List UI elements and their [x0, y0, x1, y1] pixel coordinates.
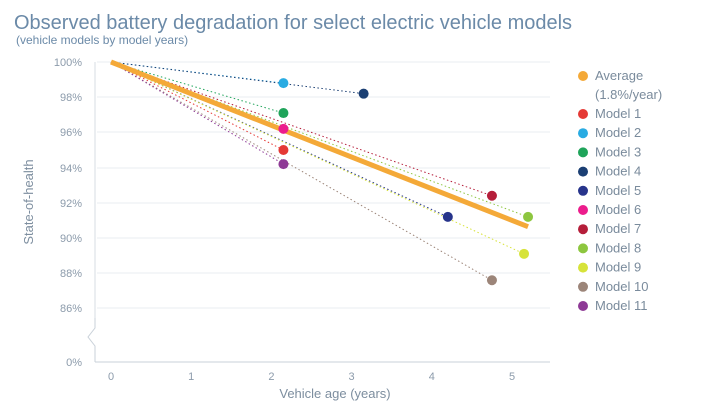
legend-label: Model 8: [595, 240, 641, 255]
x-tick-labels: 0 1 2 3 4 5: [108, 371, 515, 383]
y-axis-label: State-of-health: [21, 159, 36, 244]
x-tick-label: 1: [188, 371, 194, 383]
y-tick-label: 86%: [60, 303, 82, 315]
model-line: [110, 61, 493, 197]
model-lines: [110, 61, 529, 281]
chart-subtitle: (vehicle models by model years): [16, 33, 188, 47]
model-line: [110, 61, 493, 281]
model-line: [110, 61, 364, 95]
legend-label: Model 2: [595, 125, 641, 140]
legend-marker: [578, 109, 588, 119]
model-line: [110, 61, 525, 255]
y-tick-label: 88%: [60, 268, 82, 280]
legend-marker: [578, 224, 588, 235]
legend-label: Model 3: [595, 144, 641, 159]
axis-break-marker: [87, 318, 96, 362]
legend-marker-average: [578, 71, 588, 81]
data-point: [278, 145, 289, 155]
data-point: [278, 108, 289, 119]
x-tick-label: 0: [108, 371, 114, 383]
data-point: [442, 211, 453, 222]
legend-marker: [578, 185, 588, 196]
legend-label: Model 11: [595, 298, 648, 313]
model-line: [110, 61, 284, 151]
legend-label: Model 5: [595, 183, 641, 198]
legend-marker: [578, 281, 588, 292]
legend-label-average: Average: [595, 68, 643, 83]
x-axis-label: Vehicle age (years): [279, 386, 390, 401]
y-tick-label: 90%: [60, 233, 82, 245]
gridlines: [97, 61, 550, 309]
legend-marker: [578, 301, 588, 311]
y-tick-label: 96%: [60, 127, 82, 139]
x-tick-label: 2: [268, 371, 274, 383]
data-point: [523, 211, 534, 222]
y-tick-label: 98%: [60, 92, 82, 104]
model-line: [110, 61, 284, 165]
model-points: [278, 78, 534, 286]
legend: Average (1.8%/year) Model 1 Model 2 Model …: [578, 68, 662, 313]
data-point: [278, 78, 289, 89]
y-tick-label: 0%: [66, 357, 82, 369]
data-point: [278, 123, 289, 134]
legend-marker: [578, 128, 588, 139]
data-point: [519, 248, 530, 259]
data-point: [278, 159, 289, 170]
legend-label: Model 6: [595, 202, 641, 217]
data-point: [358, 88, 369, 99]
legend-label: Model 7: [595, 221, 641, 236]
legend-label: Model 9: [595, 260, 641, 275]
legend-marker: [578, 147, 588, 158]
legend-marker: [578, 166, 588, 177]
x-tick-label: 3: [349, 371, 355, 383]
legend-marker: [578, 205, 588, 215]
data-point: [486, 275, 497, 286]
legend-label-average-rate: (1.8%/year): [595, 87, 662, 102]
legend-label: Model 4: [595, 164, 641, 179]
x-tick-label: 4: [429, 371, 435, 383]
average-line: [110, 59, 529, 230]
x-tick-label: 5: [509, 371, 515, 383]
y-tick-label: 100%: [54, 57, 82, 69]
legend-label: Model 1: [595, 106, 641, 121]
legend-marker: [578, 262, 588, 273]
legend-marker: [578, 243, 588, 254]
y-tick-labels: 100% 98% 96% 94% 92% 90% 88% 86% 0%: [54, 57, 82, 369]
model-line: [110, 61, 449, 218]
chart-title: Observed battery degradation for select …: [14, 12, 572, 34]
data-point: [486, 190, 497, 201]
legend-label: Model 10: [595, 279, 648, 294]
y-tick-label: 92%: [60, 198, 82, 210]
y-tick-label: 94%: [60, 163, 82, 175]
